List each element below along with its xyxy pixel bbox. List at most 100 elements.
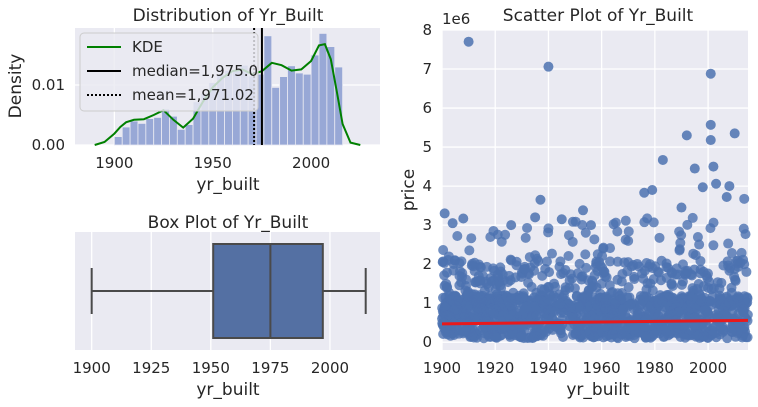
scatter-point bbox=[581, 262, 592, 273]
scatter-point bbox=[705, 68, 716, 79]
scatter-point bbox=[620, 332, 631, 343]
scatter-point bbox=[541, 326, 552, 337]
x-tick-label: 1960 bbox=[583, 359, 621, 377]
x-tick-label: 1950 bbox=[192, 359, 230, 377]
scatter-point bbox=[535, 194, 546, 205]
scatter-point bbox=[697, 182, 708, 193]
legend-kde-label: KDE bbox=[132, 38, 163, 56]
scatter-point bbox=[560, 265, 571, 276]
scatter-point bbox=[578, 205, 589, 216]
scatter-point bbox=[681, 130, 692, 141]
scatter-point bbox=[623, 282, 634, 293]
scatter-point bbox=[737, 324, 748, 335]
scatter-point bbox=[474, 303, 485, 314]
scatter-point bbox=[452, 230, 463, 241]
scatter-point bbox=[496, 236, 507, 247]
scatter-point bbox=[639, 217, 650, 228]
scatter-point bbox=[469, 257, 480, 268]
histogram-bar bbox=[287, 65, 296, 146]
histogram-bar bbox=[294, 72, 304, 146]
scatter-point bbox=[705, 119, 716, 130]
scatter-point bbox=[441, 278, 452, 289]
scatter-point bbox=[663, 289, 674, 300]
scatter-point bbox=[475, 275, 486, 286]
scatter-point bbox=[546, 248, 557, 259]
y-tick-label: 0.01 bbox=[32, 76, 65, 94]
boxplot-shape bbox=[90, 243, 367, 339]
histogram-bar bbox=[145, 118, 155, 146]
scatter-point bbox=[622, 266, 633, 277]
scatter-point bbox=[741, 266, 752, 277]
scatter-point bbox=[567, 312, 578, 323]
scatter-point bbox=[686, 303, 697, 314]
scatter-point bbox=[738, 223, 749, 234]
boxplot-panel: 1900 1925 1950 1975 2000 Box Plot of Yr_Buil… bbox=[73, 213, 380, 400]
histogram-bar bbox=[318, 33, 328, 146]
scatter-point bbox=[519, 263, 530, 274]
scatter-point bbox=[506, 220, 517, 231]
scatter-point bbox=[488, 329, 499, 340]
box-iqr bbox=[212, 243, 324, 339]
scatter-point bbox=[648, 329, 659, 340]
scatter-point bbox=[620, 234, 631, 245]
y-tick-label: 7 bbox=[422, 60, 432, 78]
scatter-point bbox=[469, 289, 480, 300]
scatter-point bbox=[543, 294, 554, 305]
scatter-point bbox=[522, 222, 533, 233]
scatter-ticks: 1900 1920 1940 1960 1980 2000 0 1 2 3 4 5 6 7 8 bbox=[422, 21, 727, 377]
y-tick-label: 8 bbox=[422, 21, 432, 39]
x-tick-label: 1980 bbox=[636, 359, 674, 377]
scatter-point bbox=[716, 294, 727, 305]
scatter-point bbox=[648, 217, 659, 228]
scatter-point bbox=[576, 271, 587, 282]
scatter-point bbox=[726, 326, 737, 337]
scatter-point bbox=[680, 332, 691, 343]
boxplot-title: Box Plot of Yr_Built bbox=[148, 213, 309, 233]
scatter-point bbox=[440, 327, 451, 338]
scatter-point bbox=[498, 307, 509, 318]
scatter-point bbox=[447, 218, 458, 229]
histogram-bar bbox=[184, 124, 194, 146]
scatter-point bbox=[721, 192, 732, 203]
scatter-point bbox=[540, 263, 551, 274]
histogram-bar bbox=[271, 87, 281, 146]
distribution-xlabel: yr_built bbox=[196, 175, 260, 195]
scatter-point bbox=[589, 234, 600, 245]
y-tick-label: 0 bbox=[422, 333, 432, 351]
scatter-point bbox=[616, 276, 627, 287]
histogram-bar bbox=[137, 123, 147, 146]
scatter-point bbox=[647, 185, 658, 195]
scatter-point bbox=[481, 261, 492, 272]
scatter-point bbox=[529, 258, 540, 269]
histogram-bar bbox=[263, 35, 273, 146]
scatter-point bbox=[495, 266, 506, 277]
scatter-point bbox=[575, 303, 586, 314]
scatter-point bbox=[729, 271, 740, 282]
scatter-point bbox=[676, 279, 687, 290]
scatter-point bbox=[660, 326, 671, 337]
histogram-bar bbox=[113, 136, 123, 146]
scatter-point bbox=[496, 282, 507, 293]
scatter-point bbox=[620, 215, 631, 226]
scatter-point bbox=[511, 256, 522, 267]
y-tick-label: 0.00 bbox=[32, 136, 65, 154]
y-tick-label: 6 bbox=[422, 99, 432, 117]
scatter-point bbox=[555, 298, 566, 309]
scatter-point bbox=[729, 128, 740, 139]
histogram-bar bbox=[129, 120, 139, 146]
scatter-point bbox=[623, 301, 634, 312]
distribution-legend: KDE median=1,975.0 mean=1,971.02 bbox=[79, 32, 259, 112]
scatter-point bbox=[707, 329, 718, 340]
scatter-point bbox=[651, 297, 662, 308]
scatter-point bbox=[661, 272, 672, 283]
scatter-point bbox=[530, 304, 541, 315]
scatter-point bbox=[439, 270, 450, 281]
scatter-point bbox=[717, 326, 728, 337]
scatter-point bbox=[437, 256, 448, 267]
scatter-point bbox=[543, 282, 554, 293]
scatter-point bbox=[692, 284, 703, 295]
scatter-point bbox=[504, 270, 515, 281]
scatter-point bbox=[605, 243, 616, 254]
scatter-point bbox=[464, 245, 475, 256]
scatter-point bbox=[639, 187, 650, 198]
